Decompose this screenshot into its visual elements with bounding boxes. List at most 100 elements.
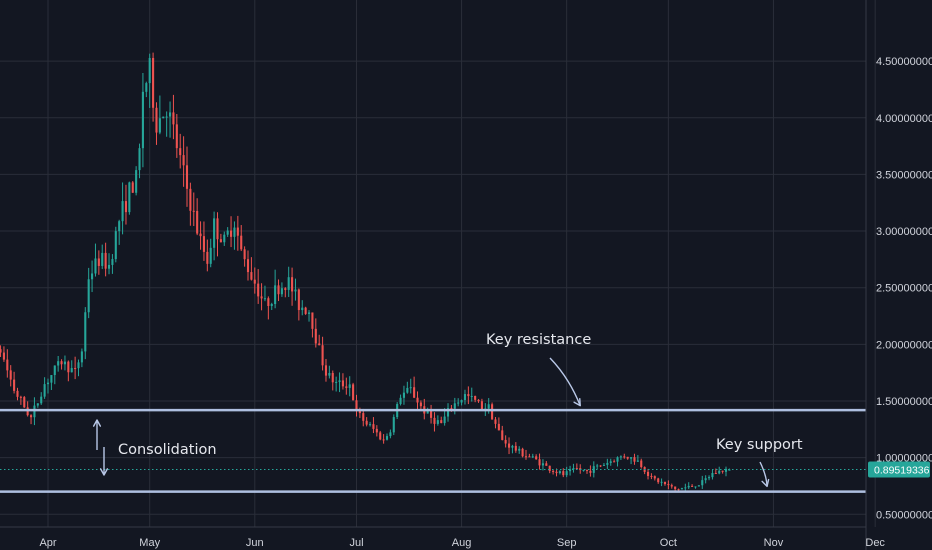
candle-down	[260, 283, 263, 311]
candle-up	[636, 455, 639, 463]
candle-body	[446, 408, 450, 417]
candle-body	[50, 375, 53, 383]
candle-body	[87, 279, 90, 313]
candle-body	[318, 343, 321, 346]
candle-body	[70, 368, 73, 373]
x-tick-label: Oct	[660, 537, 677, 549]
candle-down	[504, 435, 507, 448]
candle-down	[721, 470, 724, 474]
candle-body	[589, 470, 592, 473]
candle-up	[121, 182, 124, 235]
candle-body	[626, 456, 629, 459]
annotation[interactable]: Key resistance	[486, 332, 591, 407]
y-tick-label: 1.50000000	[876, 396, 932, 408]
candle-body	[57, 361, 60, 366]
candle-down	[318, 334, 321, 346]
candle-body	[440, 420, 443, 424]
candle-down	[19, 395, 22, 405]
candle-down	[657, 477, 660, 484]
candle-body	[728, 469, 731, 471]
candle-body	[697, 485, 700, 487]
candle-body	[196, 210, 199, 234]
candle-down	[514, 442, 517, 453]
candle-up	[101, 244, 104, 270]
candle-body	[263, 298, 267, 300]
candle-body	[67, 361, 70, 373]
candle-body	[250, 272, 253, 280]
candle-body	[460, 400, 463, 403]
candle-body	[497, 423, 500, 431]
candle-up	[389, 429, 392, 439]
candle-body	[457, 402, 460, 404]
candle-down	[311, 312, 314, 338]
candle-body	[413, 387, 416, 398]
candle-body	[701, 480, 704, 486]
candle-up	[511, 444, 514, 454]
candle-up	[223, 231, 226, 246]
candle-up	[687, 482, 690, 490]
candle-down	[30, 414, 33, 425]
candle-body	[2, 352, 5, 360]
candle-body	[277, 285, 280, 295]
annotation[interactable]: Consolidation	[92, 419, 217, 476]
candle-down	[219, 233, 222, 243]
candle-down	[674, 486, 677, 491]
candle-body	[646, 471, 650, 476]
candle-down	[382, 434, 385, 444]
candle-down	[548, 465, 551, 474]
candle-up	[338, 372, 341, 393]
candle-body	[592, 466, 595, 473]
candle-body	[680, 488, 683, 490]
candle-body	[135, 170, 138, 193]
arrow-head	[573, 397, 581, 407]
candle-body	[569, 469, 572, 472]
candle-body	[345, 386, 348, 388]
candle-up	[385, 433, 389, 441]
candle-body	[487, 404, 490, 409]
candle-up	[569, 465, 572, 476]
candle-body	[270, 304, 273, 306]
candle-body	[548, 465, 551, 471]
candle-up	[57, 355, 60, 372]
candle-down	[667, 480, 670, 490]
y-tick-labels[interactable]: 4.50000000 4.00000000 3.50000000 3.00000000…	[876, 56, 932, 521]
candle-down	[480, 398, 483, 411]
candle-up	[287, 266, 290, 297]
candle-up	[280, 282, 283, 297]
candle-body	[104, 252, 107, 269]
annotation[interactable]: Key support	[716, 437, 803, 488]
x-tick-labels[interactable]: Apr May Jun Jul Aug Sep Oct Nov Dec	[39, 537, 885, 549]
candle-up	[446, 403, 450, 422]
candle-down	[321, 336, 324, 371]
candle-body	[179, 148, 182, 156]
candle-body	[463, 394, 467, 401]
candle-body	[650, 475, 653, 477]
candle-up	[40, 392, 43, 405]
candle-up	[680, 487, 683, 490]
candle-up	[111, 254, 114, 274]
candle-body	[13, 379, 16, 391]
x-tick-label: Sep	[557, 537, 577, 549]
candle-body	[206, 251, 209, 264]
candle-down	[243, 246, 246, 267]
arrow-head	[99, 468, 109, 476]
candle-up	[77, 359, 80, 377]
candle-down	[250, 257, 253, 281]
candle-down	[646, 468, 650, 480]
candle-body	[33, 405, 36, 418]
candle-body	[274, 285, 277, 305]
annotation-consolidation: Consolidation	[118, 442, 217, 458]
candle-body	[107, 264, 111, 269]
candle-body	[436, 420, 439, 424]
candle-down	[206, 239, 209, 272]
candle-up	[128, 181, 131, 215]
candle-body	[311, 312, 314, 329]
candle-up	[107, 253, 111, 275]
candle-down	[104, 242, 107, 277]
candle-down	[297, 288, 300, 321]
candle-up	[616, 456, 619, 467]
last-price-value: 0.89519336	[874, 465, 930, 477]
candle-down	[155, 102, 158, 145]
candle-body	[314, 328, 317, 344]
